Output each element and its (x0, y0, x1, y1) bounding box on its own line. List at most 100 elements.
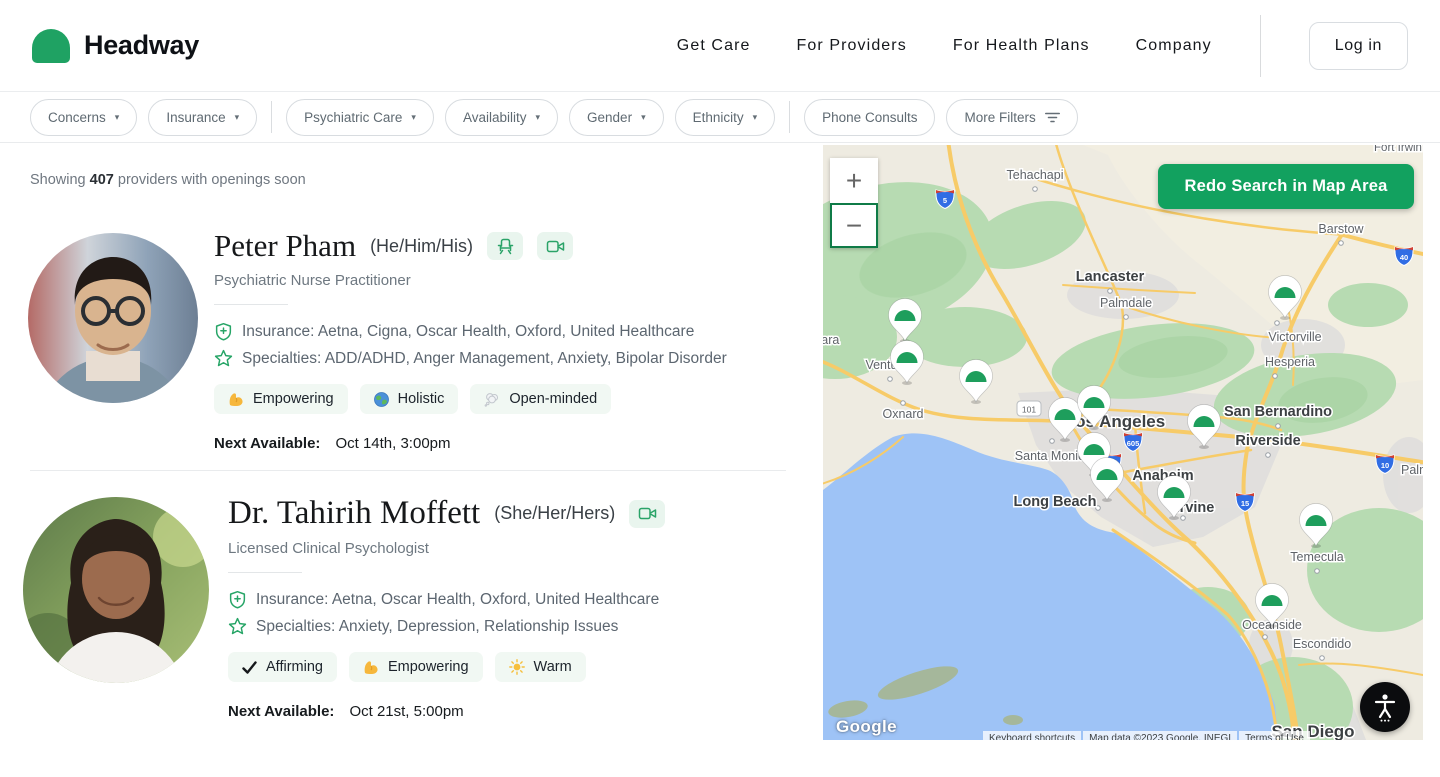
trait-affirming: Affirming (228, 652, 337, 682)
map-city-label: Long Beach (1014, 494, 1097, 510)
provider-name[interactable]: Peter Pham (214, 228, 357, 263)
filter-availability[interactable]: Availability ▾ (444, 98, 559, 136)
filter-insurance[interactable]: Insurance ▾ (148, 98, 258, 136)
login-button[interactable]: Log in (1308, 21, 1408, 70)
terms-of-use-link[interactable]: Terms of Use (1239, 731, 1310, 740)
provider-photo[interactable] (28, 233, 198, 403)
svg-text:101: 101 (1022, 405, 1036, 415)
provider-photo[interactable] (23, 497, 209, 683)
map-ocean (823, 433, 1279, 740)
map-city-label: Temecula (1290, 550, 1344, 564)
provider-map-pin[interactable] (1299, 503, 1333, 549)
provider-map-pin[interactable] (1077, 385, 1111, 431)
interstate-shield: 10 (1375, 454, 1395, 475)
nav-company[interactable]: Company (1135, 36, 1212, 54)
provider-card: Dr. Tahirih Moffett (She/Her/Hers) Licen… (228, 495, 666, 720)
map-town-dot (1123, 314, 1129, 320)
map-town-dot (1049, 438, 1055, 444)
us-route-shield: 101 (1016, 400, 1042, 417)
filter-ethnicity[interactable]: Ethnicity ▾ (674, 98, 776, 136)
nav-for-health-plans[interactable]: For Health Plans (952, 36, 1090, 54)
provider-map-pin[interactable] (1268, 275, 1302, 321)
map-town-dot (887, 376, 893, 382)
next-available-row: Next Available: Oct 14th, 3:00pm (214, 435, 451, 452)
map-city-label: Hesperia (1265, 355, 1315, 369)
chevron-down-icon: ▾ (411, 111, 416, 122)
star-icon (214, 349, 233, 367)
map-town-dot (1265, 452, 1271, 458)
map-town-dot (1107, 288, 1113, 294)
chevron-down-icon: ▾ (752, 111, 758, 122)
provider-map-pin[interactable] (890, 340, 924, 386)
provider-map-pin[interactable] (959, 359, 993, 405)
trait-empowering: Empowering (214, 384, 348, 414)
map-town-dot (1319, 655, 1325, 661)
filter-group-divider (271, 101, 273, 133)
zoom-out-button[interactable]: − (830, 203, 878, 248)
nav-for-providers[interactable]: For Providers (796, 36, 907, 54)
filter-gender[interactable]: Gender ▾ (569, 98, 664, 136)
filter-psychiatric-care[interactable]: Psychiatric Care ▾ (286, 98, 434, 136)
filter-concerns[interactable]: Concerns ▾ (30, 98, 138, 136)
chair-icon (497, 238, 513, 255)
provider-map-pin[interactable] (1187, 404, 1221, 450)
headway-logo[interactable]: Headway (32, 28, 199, 63)
map-city-label: Fort Irwin (1374, 145, 1422, 154)
trait-pills: Empowering Holistic Open-minded (214, 384, 612, 414)
provider-map-pin[interactable] (888, 298, 922, 344)
video-camera-icon (546, 240, 564, 252)
redo-search-button[interactable]: Redo Search in Map Area (1158, 164, 1414, 209)
map-roads (823, 145, 1423, 740)
provider-results-list: Showing 407 providers with openings soon… (0, 143, 800, 777)
interstate-shield: 40 (1394, 246, 1414, 267)
map-attribution: Keyboard shortcuts Map data ©2023 Google… (983, 731, 1310, 740)
video-camera-icon (638, 507, 656, 520)
specialties-row: Specialties: Anxiety, Depression, Relati… (228, 617, 618, 636)
filter-bar: Concerns ▾ Insurance ▾ Psychiatric Care ▾ A… (0, 92, 1440, 143)
map-city-label: Barstow (1318, 222, 1364, 236)
zoom-in-button[interactable]: + (830, 158, 878, 203)
map-town-dot (1032, 186, 1038, 192)
insurance-row: Insurance: Aetna, Cigna, Oscar Health, O… (214, 322, 694, 341)
map-town-dot (1180, 515, 1186, 521)
next-available-time: Oct 14th, 3:00pm (335, 435, 451, 452)
svg-text:10: 10 (1381, 461, 1389, 470)
filter-phone-consults[interactable]: Phone Consults (804, 98, 936, 136)
map-city-label: Palm Springs (1401, 463, 1423, 477)
google-logo: Google (836, 717, 897, 736)
map-canvas[interactable]: Fort Irwin Tehachapi Barstow Lancaster Palmd… (823, 145, 1423, 740)
results-count: 407 (89, 172, 114, 188)
specialties-row: Specialties: ADD/ADHD, Anger Management,… (214, 349, 727, 368)
svg-text:5: 5 (943, 196, 947, 205)
map-zoom-control: + − (830, 158, 878, 248)
check-icon (242, 660, 257, 674)
map-panel[interactable]: Fort Irwin Tehachapi Barstow Lancaster Palmd… (823, 145, 1423, 740)
filter-more-filters[interactable]: More Filters (946, 98, 1078, 136)
primary-nav: Get Care For Providers For Health Plans … (676, 14, 1408, 77)
shield-plus-icon (229, 590, 246, 609)
keyboard-shortcuts-link[interactable]: Keyboard shortcuts (983, 731, 1082, 740)
map-city-label: San Bernardino (1224, 404, 1332, 420)
provider-pronouns: (He/Him/His) (370, 235, 474, 256)
map-city-label: Riverside (1235, 433, 1300, 449)
nav-divider (1259, 14, 1261, 77)
provider-name[interactable]: Dr. Tahirih Moffett (228, 495, 481, 531)
chevron-down-icon: ▾ (535, 111, 541, 122)
provider-pronouns: (She/Her/Hers) (494, 503, 616, 523)
provider-card: Peter Pham (He/Him/His) Psychiatri (214, 228, 727, 452)
provider-map-pin[interactable] (1157, 475, 1191, 521)
filter-group-divider (789, 101, 791, 133)
map-city-label: Palmdale (1100, 296, 1152, 310)
provider-map-pin[interactable] (1048, 397, 1082, 443)
accessibility-widget-button[interactable] (1360, 682, 1410, 732)
headway-dome-icon (32, 28, 70, 63)
trait-pills: Affirming Empowering Warm (228, 652, 586, 682)
map-town-dot (1095, 505, 1101, 511)
provider-map-pin[interactable] (1090, 457, 1124, 503)
map-city-label: Tehachapi (1007, 168, 1064, 182)
thought-cloud-icon (484, 392, 499, 407)
provider-map-pin[interactable] (1255, 583, 1289, 629)
trait-empowering: Empowering (348, 652, 483, 682)
provider-title: Licensed Clinical Psychologist (228, 540, 429, 557)
nav-get-care[interactable]: Get Care (676, 36, 751, 54)
